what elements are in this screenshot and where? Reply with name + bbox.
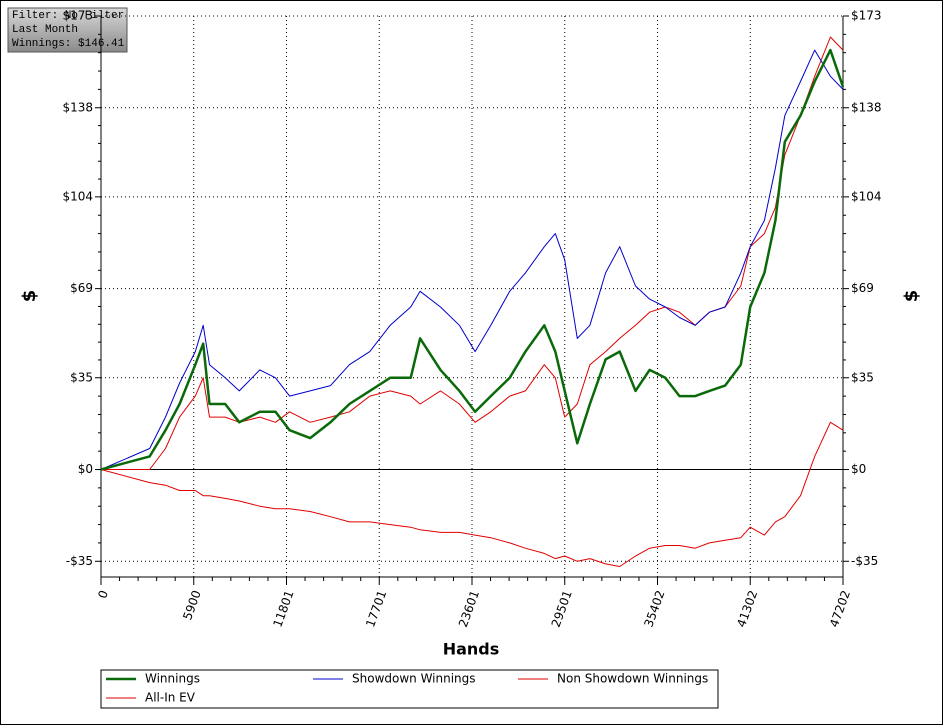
- y-tick-label: $104: [62, 189, 93, 203]
- y-tick-label: $138: [62, 100, 93, 114]
- y-axis-label: $: [19, 290, 40, 303]
- info-box: [7, 7, 128, 53]
- y-tick-label: $0: [78, 462, 93, 476]
- legend-label: Winnings: [145, 672, 200, 686]
- x-axis-label: Hands: [443, 640, 500, 659]
- y2-tick-label: $69: [851, 281, 874, 295]
- y-tick-label: $173: [62, 9, 93, 23]
- y-tick-label: -$35: [66, 554, 93, 568]
- series-line: [101, 36, 844, 470]
- y2-tick-label: $0: [851, 462, 866, 476]
- x-tick-label: 0: [95, 588, 111, 600]
- y2-tick-label: -$35: [851, 554, 878, 568]
- y-tick-label: $69: [70, 281, 93, 295]
- legend-box: [100, 669, 719, 709]
- legend-label: Showdown Winnings: [352, 672, 476, 686]
- legend-label: Non Showdown Winnings: [557, 672, 708, 686]
- series-line: [100, 49, 844, 470]
- y2-axis-label: $: [901, 290, 922, 303]
- info-text: Filter: No Filter: [12, 10, 124, 22]
- y2-tick-label: $104: [851, 189, 882, 203]
- info-text: Last Month: [12, 24, 78, 36]
- series-line: [100, 48, 845, 471]
- info-text: Winnings: $146.41: [12, 38, 125, 50]
- y2-tick-label: $173: [851, 9, 882, 23]
- series-line: [100, 421, 844, 567]
- legend-label: All-In EV: [145, 691, 196, 705]
- y2-tick-label: $35: [851, 370, 874, 384]
- y-tick-label: $35: [70, 370, 93, 384]
- y2-tick-label: $138: [851, 100, 882, 114]
